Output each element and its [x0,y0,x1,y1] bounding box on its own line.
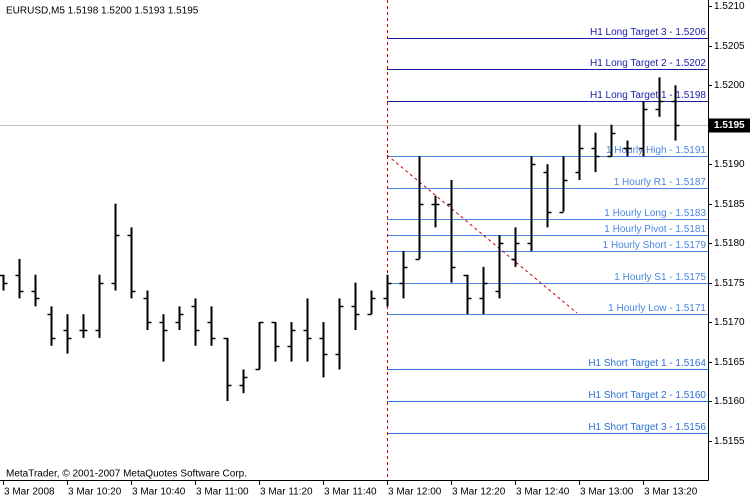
level-label: 1 Hourly Short - 1.5179 [603,240,707,251]
level-label: H1 Long Target 3 - 1.5206 [590,27,706,38]
y-tick-label: 1.5210 [714,1,745,12]
copyright: MetaTrader, © 2001-2007 MetaQuotes Softw… [6,469,247,480]
x-tick-label: 3 Mar 10:20 [68,487,122,498]
chart-title: EURUSD,M5 1.5198 1.5200 1.5193 1.5195 [6,6,199,17]
trend-line [386,154,578,314]
x-tick-label: 3 Mar 2008 [4,487,55,498]
level-label: H1 Long Target 2 - 1.5202 [590,58,706,69]
y-tick-label: 1.5190 [714,159,745,170]
y-tick-label: 1.5200 [714,80,745,91]
x-tick-label: 3 Mar 13:20 [644,487,698,498]
x-tick-label: 3 Mar 12:20 [452,487,506,498]
level-label: H1 Short Target 2 - 1.5160 [588,390,706,401]
level-label: H1 Short Target 3 - 1.5156 [588,422,706,433]
x-tick-label: 3 Mar 12:40 [516,487,570,498]
x-tick-label: 3 Mar 11:00 [196,487,249,498]
level-label: 1 Hourly S1 - 1.5175 [614,272,706,283]
levels: H1 Long Target 3 - 1.5206 H1 Long Target … [387,27,708,434]
level-label: 1 Hourly Long - 1.5183 [604,208,706,219]
level-label: H1 Long Target 1 - 1.5198 [590,90,706,101]
y-tick-label: 1.5175 [714,278,745,289]
x-tick-label: 3 Mar 11:40 [324,487,377,498]
axis-labels: 1.5210 1.5205 1.5200 1.5195 1.5190 1.5185 1.51… [3,1,750,498]
y-tick-label: 1.5160 [714,396,745,407]
bars [0,77,680,402]
level-label: H1 Short Target 1 - 1.5164 [588,358,706,369]
y-tick-label: 1.5185 [714,199,745,210]
x-tick-label: 3 Mar 12:00 [388,487,442,498]
x-tick-label: 3 Mar 13:00 [580,487,634,498]
y-tick-label: 1.5165 [714,357,745,368]
level-label: 1 Hourly High - 1.5191 [606,145,706,156]
y-tick-label: 1.5170 [714,317,745,328]
x-tick-label: 3 Mar 10:40 [132,487,186,498]
y-tick-label: 1.5180 [714,238,745,249]
last-price-box [709,118,750,133]
level-label: 1 Hourly Pivot - 1.5181 [604,224,706,235]
y-tick-label: 1.5155 [714,436,745,447]
level-label: 1 Hourly R1 - 1.5187 [614,177,707,188]
last-price-label: 1.5195 [714,120,745,131]
level-label: 1 Hourly Low - 1.5171 [608,303,706,314]
y-tick-label: 1.5205 [714,41,745,52]
x-tick-label: 3 Mar 11:20 [260,487,313,498]
